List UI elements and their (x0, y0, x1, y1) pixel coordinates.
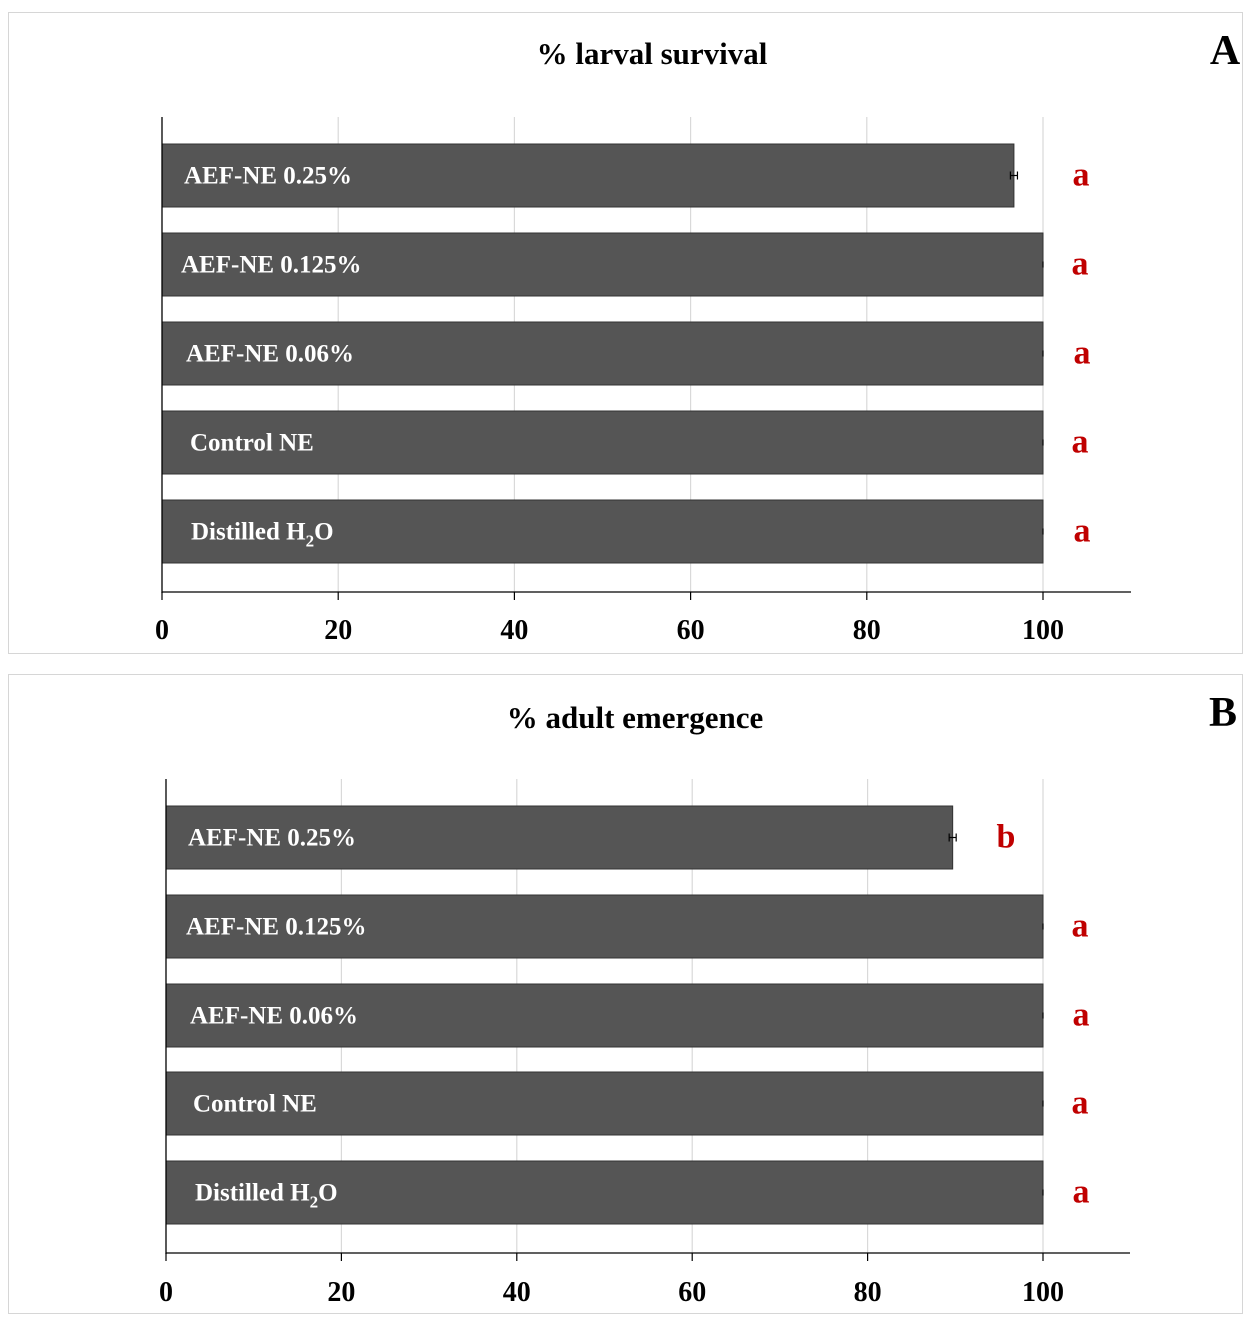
panel-letter: A (1210, 28, 1241, 74)
bar-label-text: AEF-NE 0.25% (188, 825, 356, 852)
significance-letter: a (1072, 908, 1089, 945)
bar (161, 143, 1015, 208)
bar (161, 232, 1044, 297)
x-tick-label: 0 (159, 1277, 173, 1308)
significance-letter: a (1072, 424, 1089, 461)
bar-label: Control NE (190, 430, 314, 457)
x-tick-label: 20 (324, 615, 352, 646)
axes: 0 20 40 60 80 100 (155, 117, 1131, 646)
bar-label: AEF-NE 0.06% (186, 341, 354, 368)
bar-label-text: O (318, 1180, 337, 1207)
x-tick-label: 80 (853, 615, 881, 646)
chart-a-svg: AEF-NE 0.25% a AEF-NE 0.125% a AEF-NE 0.06% a… (155, 28, 1241, 646)
axes: 0 20 40 60 80 100 (159, 779, 1130, 1308)
x-tick-label: 100 (1022, 615, 1064, 646)
bars: AEF-NE 0.25% b AEF-NE 0.125% a AEF-NE 0.06% a… (165, 805, 1090, 1225)
bar-label-text: Control NE (190, 430, 314, 457)
bar (165, 894, 1044, 959)
chart-panel-b: AEF-NE 0.25% b AEF-NE 0.125% a AEF-NE 0.06% a… (8, 674, 1243, 1314)
bar-label: Distilled H2O (195, 1180, 338, 1212)
bar (165, 983, 1044, 1048)
bar-label-text: Distilled H (195, 1180, 310, 1207)
bar-label: Distilled H2O (191, 519, 334, 551)
bar (161, 499, 1044, 564)
bar-label-text: AEF-NE 0.25% (184, 163, 352, 190)
x-tick-label: 20 (327, 1277, 355, 1308)
significance-letter: a (1073, 157, 1090, 194)
bar-label-text: AEF-NE 0.06% (190, 1003, 358, 1030)
significance-letter: a (1074, 513, 1091, 550)
chart-title: % adult emergence (507, 700, 764, 735)
chart-title: % larval survival (537, 36, 768, 71)
significance-letter: a (1073, 1174, 1090, 1211)
bar-label-subscript: 2 (310, 1193, 319, 1212)
bar-label-text: O (314, 519, 333, 546)
bar-label-text: Distilled H (191, 519, 306, 546)
significance-letter: a (1072, 1085, 1089, 1122)
bar-label-text: AEF-NE 0.125% (186, 914, 367, 941)
significance-letter: a (1072, 246, 1089, 283)
bar (161, 321, 1044, 386)
x-tick-label: 100 (1022, 1277, 1064, 1308)
x-tick-label: 60 (678, 1277, 706, 1308)
x-tick-label: 40 (500, 615, 528, 646)
bars: AEF-NE 0.25% a AEF-NE 0.125% a AEF-NE 0.06% a… (161, 143, 1091, 564)
chart-b-svg: AEF-NE 0.25% b AEF-NE 0.125% a AEF-NE 0.06% a… (159, 690, 1237, 1308)
bar-label-text: AEF-NE 0.06% (186, 341, 354, 368)
bar-label: AEF-NE 0.125% (181, 252, 362, 279)
x-tick-label: 0 (155, 615, 169, 646)
bar (165, 805, 954, 870)
bar-label-text: Control NE (193, 1091, 317, 1118)
bar-label: AEF-NE 0.25% (188, 825, 356, 852)
bar (161, 410, 1044, 475)
bar (165, 1071, 1044, 1136)
bar-label: Control NE (193, 1091, 317, 1118)
significance-letter: a (1073, 997, 1090, 1034)
x-tick-label: 60 (677, 615, 705, 646)
bar-label: AEF-NE 0.25% (184, 163, 352, 190)
significance-letter: b (997, 819, 1016, 856)
panel-letter: B (1209, 690, 1237, 736)
significance-letter: a (1074, 335, 1091, 372)
chart-panel-a: AEF-NE 0.25% a AEF-NE 0.125% a AEF-NE 0.06% a… (8, 12, 1243, 654)
bar-label: AEF-NE 0.06% (190, 1003, 358, 1030)
bar-label: AEF-NE 0.125% (186, 914, 367, 941)
x-tick-label: 80 (854, 1277, 882, 1308)
bar-label-subscript: 2 (306, 532, 315, 551)
bar-label-text: AEF-NE 0.125% (181, 252, 362, 279)
x-tick-label: 40 (503, 1277, 531, 1308)
